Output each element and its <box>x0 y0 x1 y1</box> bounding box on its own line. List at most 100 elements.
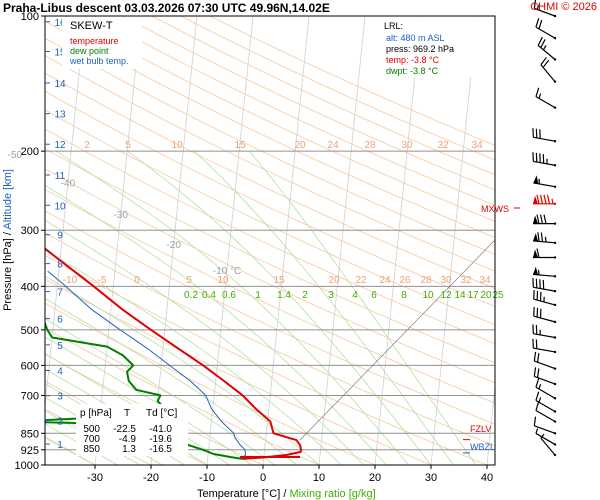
wind-barb-half-flag <box>538 383 542 390</box>
wind-barb-staff <box>534 375 556 385</box>
altitude-tick-label: 9 <box>57 231 63 242</box>
mixing-ratio-label: 17 <box>467 290 479 301</box>
dry-adiabat-line <box>45 109 495 326</box>
wind-barb <box>533 175 557 188</box>
wind-barb <box>532 324 557 339</box>
wind-barb-base <box>553 453 557 457</box>
y-axis-label-pressure: Pressure [hPa] <box>2 238 14 311</box>
wind-barb-max <box>533 194 557 206</box>
summary-row-pressure: 500 <box>83 424 100 435</box>
wind-barb <box>535 87 557 109</box>
wind-barb-staff <box>534 360 556 370</box>
wind-barb-staff <box>540 64 556 82</box>
mixing-ratio-label: 30 <box>401 140 413 151</box>
wind-barb-base <box>553 336 557 339</box>
wind-barb-staff <box>533 298 556 306</box>
altitude-tick-label: 6 <box>57 315 63 326</box>
y-axis-label-altitude: Altitude [km] <box>2 169 14 230</box>
mixing-ratio-label: 5 <box>125 140 131 151</box>
isotherm-line <box>45 16 86 411</box>
altitude-tick-label: 5 <box>57 341 63 352</box>
wind-barb-base <box>553 241 557 245</box>
mixing-ratio-label: 20 <box>480 290 492 301</box>
wind-barb-flag <box>533 416 537 426</box>
wind-barb-half-flag <box>535 428 539 434</box>
mixing-ratio-label: 20 <box>328 275 340 286</box>
wind-barb-base <box>553 350 557 354</box>
legend-item-temperature: temperature <box>70 36 119 46</box>
mixing-ratio-label: 1.4 <box>277 290 291 301</box>
wind-barb-base <box>553 303 557 307</box>
wind-barb-flag <box>533 306 535 317</box>
altitude-tick-label: 16 <box>54 18 66 29</box>
wind-barb-flag <box>533 0 537 9</box>
wind-barb-flag <box>539 279 541 289</box>
wind-barb <box>533 416 557 435</box>
wind-barb-flag <box>543 194 547 204</box>
summary-row-temp: -22.5 <box>113 424 136 435</box>
info-pressure: press: 969.2 hPa <box>386 44 454 54</box>
wind-barb-staff <box>537 44 556 60</box>
wind-barb-flag <box>535 378 540 388</box>
wind-barb-flag <box>542 279 545 290</box>
mixing-ratio-label: 20 <box>294 140 306 151</box>
wind-barb-pennant <box>533 266 539 275</box>
grid-label-layer: -80 °C-70-60-50-40-30-20-10 °C2510152024… <box>8 140 504 301</box>
series-temperature-line <box>45 247 302 460</box>
isotherm-line <box>430 16 478 465</box>
mixing-ratio-label: 6 <box>371 290 377 301</box>
mixing-ratio-label: -5 <box>98 275 107 286</box>
pressure-tick-label: 600 <box>21 360 39 372</box>
dry-adiabat-line <box>45 189 495 404</box>
wind-barb-flag <box>539 129 541 139</box>
dry-adiabat-line <box>45 128 495 345</box>
wind-barb-base <box>553 420 557 423</box>
x-axis-label-temperature: Temperature [°C] <box>197 488 280 500</box>
altitude-tick-label: 14 <box>54 79 66 90</box>
wind-barb-flag <box>539 153 541 163</box>
summary-row-dewpoint: -41.0 <box>149 424 172 435</box>
wind-barb-flag <box>535 401 540 411</box>
mixing-ratio-label: 30 <box>440 275 452 286</box>
pressure-tick-label: 100 <box>21 11 39 23</box>
wind-barb-half-flag <box>551 198 554 204</box>
wind-barb <box>532 338 557 354</box>
wind-barb-staff <box>535 26 556 39</box>
wind-barb <box>533 306 557 324</box>
wind-barb-half-flag <box>537 269 540 275</box>
moist-adiabat-line <box>45 353 230 465</box>
x-tick-label: 10 <box>313 472 325 484</box>
isotherm-label: -30 <box>114 210 129 221</box>
x-tick-label: 20 <box>369 472 381 484</box>
summary-header-temp: T <box>124 408 130 419</box>
legend-item-wet-bulb: wet bulb temp. <box>69 56 129 66</box>
wind-barb-staff <box>535 386 556 399</box>
wind-barb-staff <box>540 437 556 456</box>
wind-barb-flag <box>535 391 540 401</box>
wind-barb-staff <box>534 7 556 17</box>
wind-barb-flag <box>540 39 546 48</box>
summary-table-background <box>76 404 188 456</box>
isotherm-line <box>150 16 198 465</box>
wind-barb <box>533 214 557 225</box>
wind-barb <box>535 18 557 40</box>
wind-barb-flag <box>535 278 538 288</box>
wind-barb-flag <box>532 324 534 334</box>
summary-row-pressure: 850 <box>83 444 100 455</box>
wind-barb-flag <box>538 19 543 30</box>
wind-barb-staff <box>535 432 556 445</box>
wind-barb-base <box>553 80 557 83</box>
mxws-label: MXWS <box>481 204 509 214</box>
mixing-ratio-label: 15 <box>273 275 285 286</box>
mixing-ratio-label: 26 <box>399 275 411 286</box>
dry-adiabat-line <box>45 168 495 384</box>
wind-barb-base <box>553 289 557 293</box>
wind-barb-flag <box>535 87 540 97</box>
wind-barb-base <box>553 443 557 446</box>
mixing-ratio-label: 22 <box>355 275 367 286</box>
wind-barb-staff <box>533 286 556 292</box>
mixing-ratio-label: 25 <box>492 290 504 301</box>
wind-barb-flag <box>533 351 537 362</box>
wind-barb-flag <box>543 214 547 224</box>
